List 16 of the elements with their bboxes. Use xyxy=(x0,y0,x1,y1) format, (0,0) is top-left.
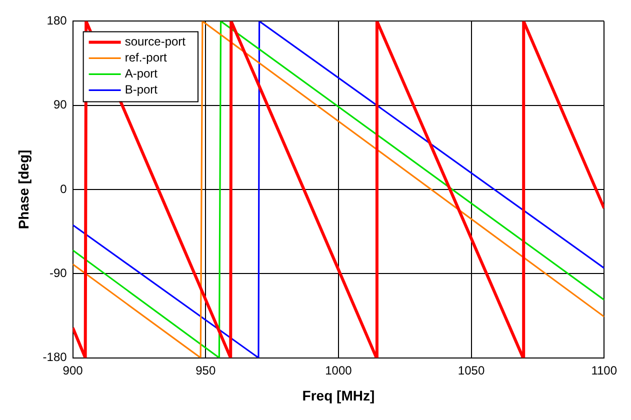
x-tick-label: 950 xyxy=(196,363,216,378)
x-tick-label: 1100 xyxy=(591,363,618,378)
x-tick-label: 1000 xyxy=(325,363,352,378)
y-tick-label: -180 xyxy=(42,350,68,364)
y-tick-label: 90 xyxy=(53,98,68,112)
legend-label: A-port xyxy=(124,66,158,81)
legend-label: source-port xyxy=(124,34,186,49)
x-tick-label: 900 xyxy=(62,363,84,378)
y-axis-title: Phase [deg] xyxy=(15,150,32,230)
legend-label: ref.-port xyxy=(124,50,168,65)
y-tick-label: 180 xyxy=(46,14,68,28)
x-tick-label: 1050 xyxy=(458,363,485,378)
y-tick-label: -90 xyxy=(49,266,68,280)
y-tick-label: 0 xyxy=(60,182,68,196)
x-axis-title: Freq [MHz] xyxy=(302,387,375,404)
legend-label: B-port xyxy=(124,82,158,97)
